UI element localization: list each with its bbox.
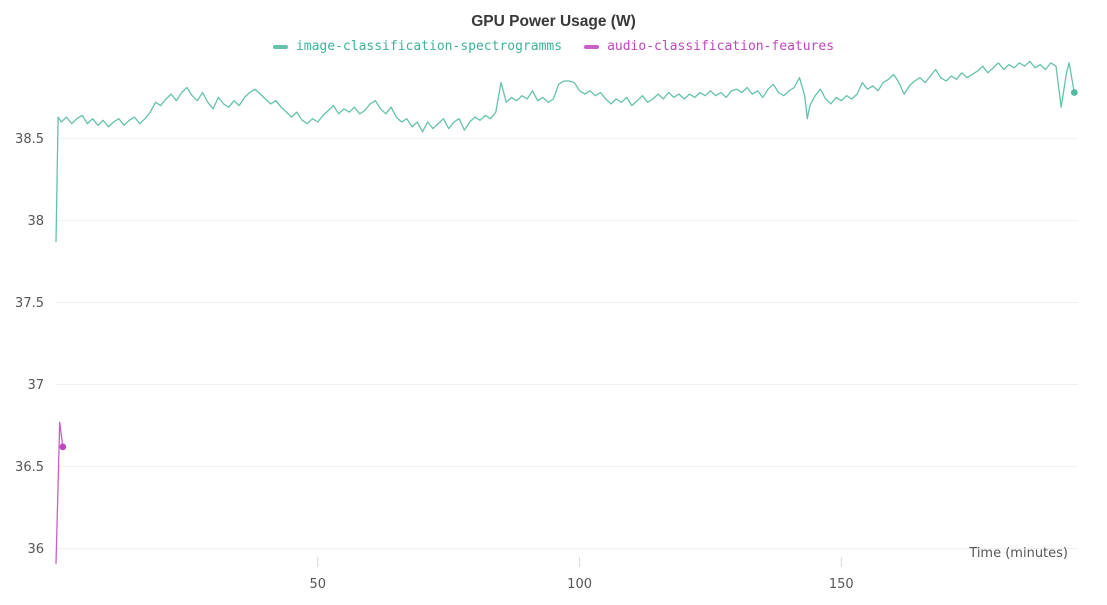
- x-axis-title: Time (minutes): [968, 546, 1068, 561]
- series-end-dot-image-classification-spectrogramms[interactable]: [1070, 89, 1078, 96]
- x-tick-label: 100: [567, 577, 592, 592]
- legend-label: audio-classification-features: [607, 39, 835, 54]
- chart-title: GPU Power Usage (W): [471, 13, 636, 30]
- y-tick-label: 37: [27, 378, 44, 393]
- series-end-dot-audio-classification-features[interactable]: [59, 443, 67, 451]
- y-tick-label: 38: [27, 214, 44, 229]
- y-tick-label: 36.5: [15, 460, 44, 475]
- y-tick-label: 36: [27, 542, 44, 557]
- x-tick-label: 50: [310, 577, 327, 592]
- chart-legend: image-classification-spectrogramms audio…: [0, 39, 1107, 54]
- legend-swatch-icon: [584, 44, 600, 49]
- legend-item-audio-classification-features[interactable]: audio-classification-features: [584, 39, 834, 54]
- y-tick-label: 37.5: [15, 296, 44, 311]
- legend-swatch-icon: [272, 44, 288, 49]
- legend-item-image-classification-spectrogramms[interactable]: image-classification-spectrogramms: [272, 39, 563, 54]
- x-tick-label: 150: [829, 577, 854, 592]
- series-line-audio-classification-features[interactable]: [55, 421, 64, 565]
- legend-label: image-classification-spectrogramms: [295, 39, 563, 54]
- series-line-image-classification-spectrogramms[interactable]: [55, 60, 1075, 243]
- y-tick-label: 38.5: [15, 132, 44, 147]
